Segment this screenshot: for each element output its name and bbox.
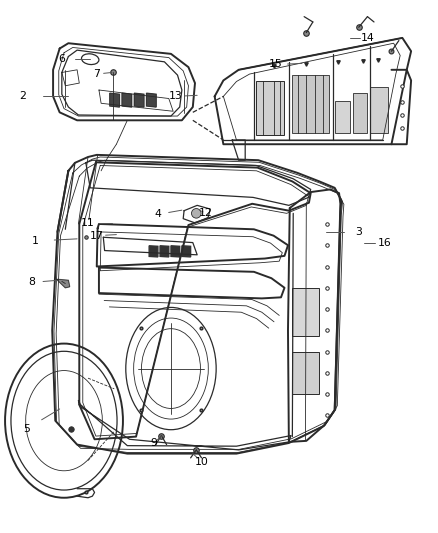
FancyBboxPatch shape (256, 82, 285, 135)
Text: 2: 2 (19, 91, 26, 101)
Polygon shape (110, 93, 120, 107)
Polygon shape (171, 246, 180, 257)
Text: 16: 16 (378, 238, 392, 247)
Polygon shape (134, 93, 144, 107)
Polygon shape (182, 246, 191, 257)
Bar (370, 87, 388, 133)
Text: 13: 13 (169, 91, 182, 101)
Text: 11: 11 (81, 218, 95, 228)
Bar (353, 93, 367, 133)
Polygon shape (57, 279, 70, 288)
Text: 15: 15 (269, 60, 283, 69)
Bar (335, 101, 350, 133)
Bar (292, 75, 329, 133)
Text: 12: 12 (199, 208, 213, 219)
Ellipse shape (191, 208, 201, 218)
Text: 4: 4 (155, 209, 161, 220)
Bar (292, 352, 318, 394)
Text: 14: 14 (360, 33, 374, 43)
Text: 5: 5 (24, 424, 30, 434)
Text: 10: 10 (194, 457, 208, 466)
Text: 8: 8 (28, 278, 35, 287)
Polygon shape (122, 93, 132, 107)
Bar (292, 288, 318, 336)
Polygon shape (160, 246, 169, 257)
Text: 3: 3 (355, 227, 362, 237)
Polygon shape (149, 246, 158, 257)
Text: 7: 7 (93, 69, 100, 79)
Text: 6: 6 (58, 54, 65, 64)
Text: 1: 1 (32, 236, 39, 246)
Text: 9: 9 (150, 438, 157, 448)
Text: 17: 17 (90, 231, 104, 241)
Polygon shape (147, 93, 156, 107)
